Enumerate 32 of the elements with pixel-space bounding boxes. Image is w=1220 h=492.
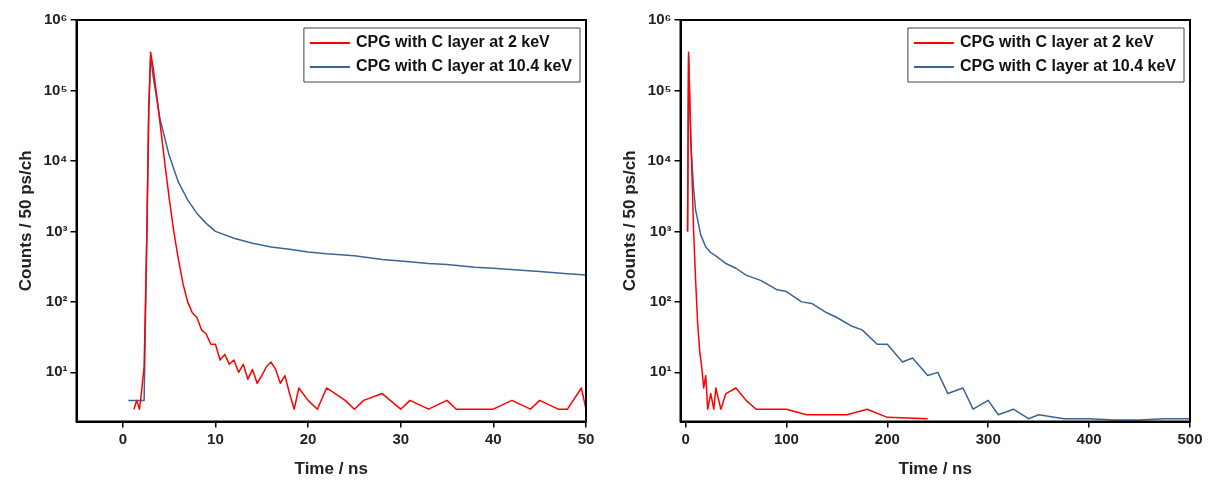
- x-tick-label: 200: [874, 429, 900, 447]
- x-axis-title: Time / ns: [294, 459, 368, 479]
- legend-label: CPG with C layer at 10.4 keV: [355, 57, 573, 75]
- y-tick-label: 10¹: [649, 362, 672, 380]
- x-tick-label: 100: [773, 429, 799, 447]
- x-tick-label: 20: [299, 429, 317, 447]
- y-tick-label: 10⁶: [647, 10, 672, 28]
- y-tick-label: 10³: [649, 221, 672, 239]
- x-tick-label: 10: [207, 429, 224, 447]
- y-tick-label: 10⁶: [43, 10, 68, 28]
- legend-label: CPG with C layer at 2 keV: [355, 33, 551, 51]
- x-tick-label: 50: [577, 429, 595, 447]
- y-tick-label: 10⁴: [647, 151, 672, 169]
- x-axis-title: Time / ns: [898, 459, 972, 479]
- y-axis-title: Counts / 50 ps/ch: [15, 150, 35, 292]
- legend-label: CPG with C layer at 2 keV: [959, 33, 1155, 51]
- y-axis-title: Counts / 50 ps/ch: [619, 150, 639, 292]
- y-tick-label: 10²: [649, 292, 672, 310]
- legend-label: CPG with C layer at 10.4 keV: [959, 57, 1177, 75]
- x-tick-label: 300: [975, 429, 1001, 447]
- x-tick-label: 0: [118, 429, 127, 447]
- x-tick-label: 30: [392, 429, 410, 447]
- x-tick-label: 500: [1177, 429, 1203, 447]
- x-tick-label: 40: [485, 429, 502, 447]
- y-tick-label: 10²: [45, 292, 68, 310]
- y-tick-label: 10⁵: [647, 80, 672, 98]
- x-tick-label: 0: [681, 429, 690, 447]
- y-tick-label: 10³: [45, 221, 68, 239]
- x-tick-label: 400: [1076, 429, 1102, 447]
- y-tick-label: 10⁵: [43, 80, 68, 98]
- y-tick-label: 10⁴: [43, 151, 68, 169]
- y-tick-label: 10¹: [45, 362, 68, 380]
